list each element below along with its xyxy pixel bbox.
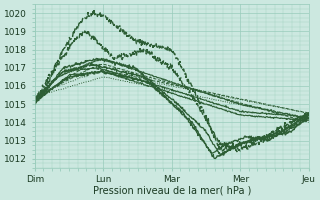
X-axis label: Pression niveau de la mer( hPa ): Pression niveau de la mer( hPa ) [92, 186, 251, 196]
